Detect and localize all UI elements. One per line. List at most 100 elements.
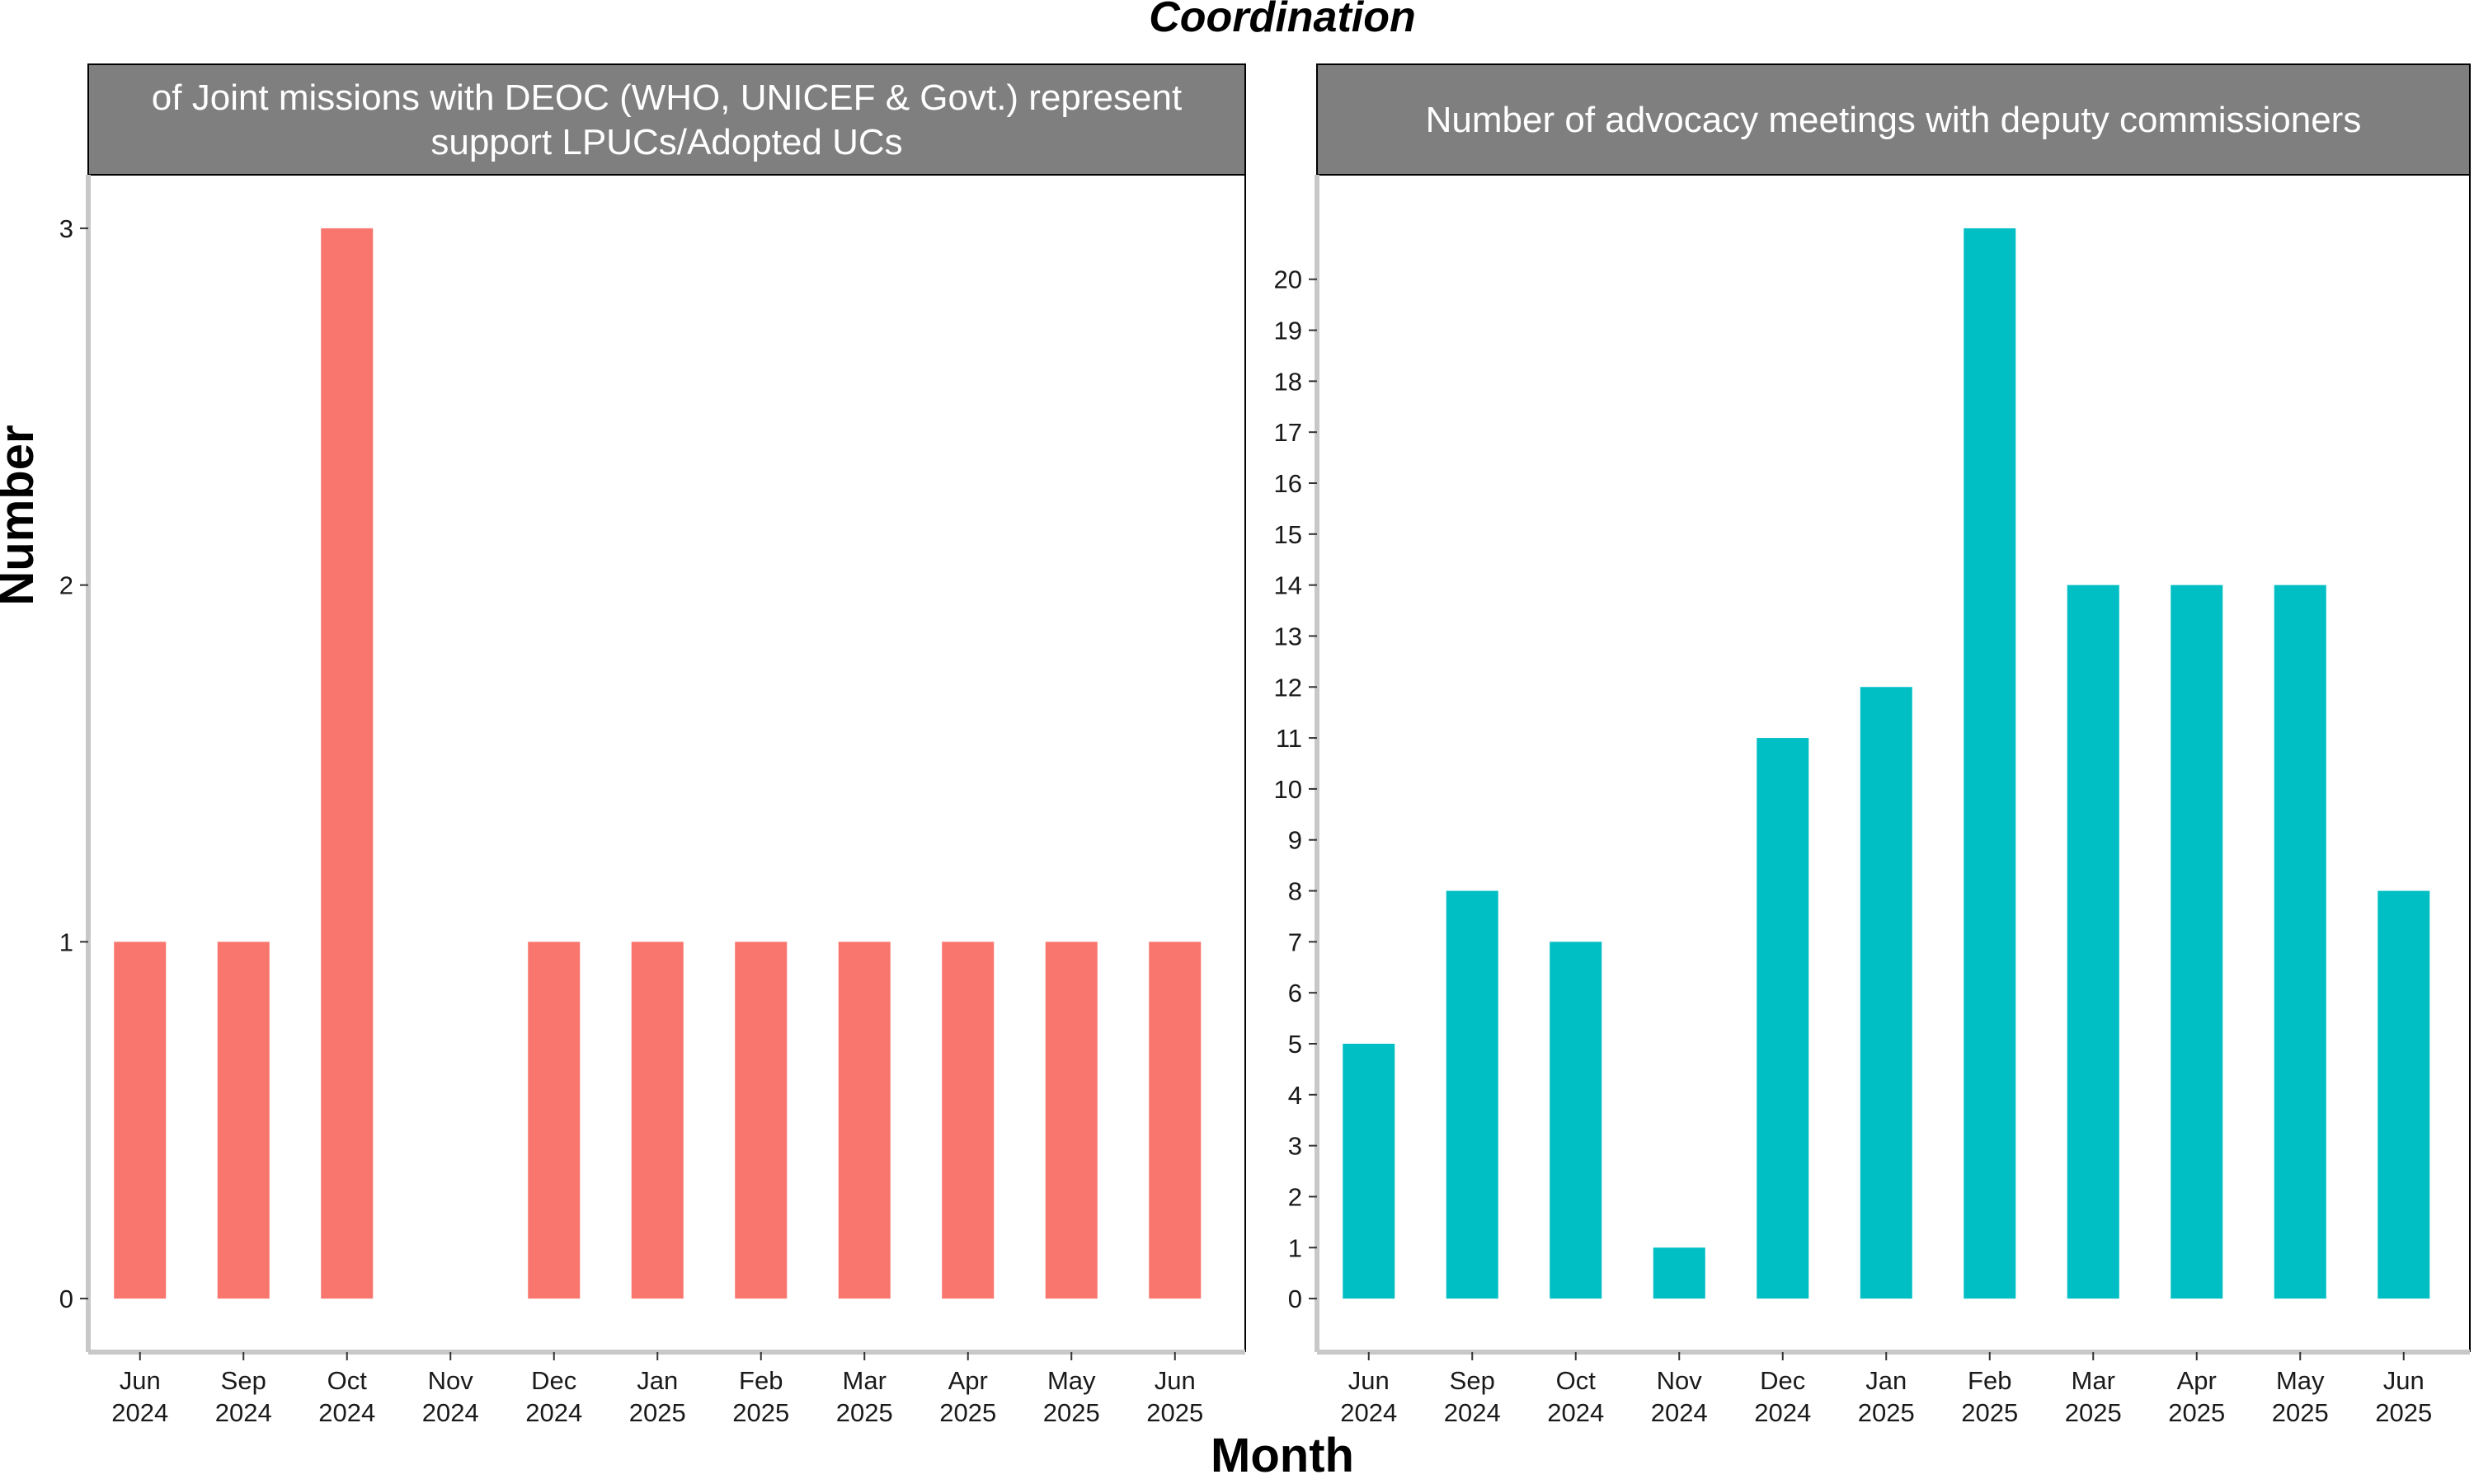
- y-tick-label: 4: [1288, 1081, 1302, 1110]
- x-tick-label-month: Sep: [221, 1366, 266, 1395]
- x-tick-label-month: May: [1047, 1366, 1096, 1395]
- y-tick-label: 20: [1274, 265, 1302, 294]
- x-tick-label-year: 2025: [2375, 1398, 2432, 1427]
- y-tick-label: 16: [1274, 469, 1302, 498]
- x-tick-label-month: Dec: [1760, 1366, 1805, 1395]
- bar-feb-2025: [735, 942, 788, 1299]
- x-tick-label-year: 2025: [732, 1398, 789, 1427]
- x-tick-label-year: 2024: [1340, 1398, 1397, 1427]
- facet-strip-title: Number of advocacy meetings with deputy …: [1426, 100, 2362, 140]
- x-tick-label-month: Nov: [428, 1366, 474, 1395]
- bar-feb-2025: [1964, 228, 2016, 1299]
- bar-dec-2024: [1757, 738, 1809, 1299]
- x-tick-label-year: 2025: [1043, 1398, 1100, 1427]
- y-tick-label: 8: [1288, 877, 1302, 906]
- x-tick-label-month: Jun: [2383, 1366, 2425, 1395]
- x-tick-label-year: 2024: [1444, 1398, 1501, 1427]
- bar-apr-2025: [942, 942, 995, 1299]
- x-tick-label-month: Nov: [1657, 1366, 1703, 1395]
- x-tick-label-month: Mar: [2072, 1366, 2115, 1395]
- y-tick-label: 9: [1288, 826, 1302, 855]
- bar-jun-2025: [2378, 890, 2430, 1299]
- x-tick-label-month: Jun: [1348, 1366, 1390, 1395]
- bar-sep-2024: [1446, 890, 1498, 1299]
- y-tick-label: 19: [1274, 317, 1302, 345]
- x-tick-label-month: Feb: [739, 1366, 783, 1395]
- bar-mar-2025: [2067, 585, 2119, 1299]
- x-tick-label-month: Jan: [637, 1366, 678, 1395]
- y-tick-label: 2: [59, 571, 73, 600]
- bar-may-2025: [1045, 942, 1098, 1299]
- x-tick-label-year: 2024: [525, 1398, 582, 1427]
- bar-may-2025: [2274, 585, 2326, 1299]
- x-tick-label-year: 2025: [939, 1398, 996, 1427]
- x-tick-label-month: Oct: [1556, 1366, 1597, 1395]
- x-tick-label-year: 2024: [215, 1398, 272, 1427]
- y-tick-label: 3: [59, 214, 73, 243]
- x-tick-label-month: Jan: [1865, 1366, 1907, 1395]
- panel-2: Number of advocacy meetings with deputy …: [1274, 63, 2471, 1427]
- x-tick-label-month: May: [2276, 1366, 2325, 1395]
- x-tick-label-month: Jun: [1155, 1366, 1196, 1395]
- y-tick-label: 15: [1274, 520, 1302, 549]
- y-tick-label: 6: [1288, 979, 1302, 1007]
- y-tick-label: 14: [1274, 571, 1302, 600]
- x-tick-label-year: 2025: [629, 1398, 686, 1427]
- x-tick-label-month: Jun: [120, 1366, 161, 1395]
- chart-title: Coordination: [1149, 0, 1416, 41]
- y-tick-label: 17: [1274, 418, 1302, 447]
- bar-apr-2025: [2171, 585, 2223, 1299]
- bar-jun-2025: [1149, 942, 1202, 1299]
- bar-nov-2024: [1653, 1247, 1705, 1299]
- x-tick-label-year: 2024: [1754, 1398, 1811, 1427]
- x-tick-label-year: 2025: [836, 1398, 893, 1427]
- x-axis-title: Month: [1211, 1429, 1354, 1482]
- bar-jun-2024: [1343, 1044, 1395, 1299]
- x-tick-label-month: Apr: [948, 1366, 988, 1395]
- facet-strip: [1316, 63, 2471, 176]
- x-tick-label-year: 2024: [318, 1398, 375, 1427]
- facet-strip-title: support LPUCs/Adopted UCs: [430, 122, 902, 162]
- bar-sep-2024: [217, 942, 270, 1299]
- x-tick-label-month: Apr: [2177, 1366, 2217, 1395]
- y-tick-label: 0: [1288, 1284, 1302, 1313]
- x-tick-label-month: Sep: [1450, 1366, 1495, 1395]
- y-axis-title: Number: [0, 425, 44, 605]
- facet-panels: of Joint missions with DEOC (WHO, UNICEF…: [59, 63, 2471, 1427]
- bar-oct-2024: [1550, 942, 1602, 1299]
- facet-strip: [87, 63, 1246, 176]
- x-tick-label-year: 2025: [2065, 1398, 2122, 1427]
- x-tick-label-month: Dec: [531, 1366, 576, 1395]
- y-tick-label: 13: [1274, 622, 1302, 650]
- x-tick-label-month: Oct: [327, 1366, 368, 1395]
- y-tick-label: 5: [1288, 1030, 1302, 1059]
- x-tick-label-year: 2024: [422, 1398, 479, 1427]
- x-tick-label-year: 2024: [1651, 1398, 1708, 1427]
- y-tick-label: 12: [1274, 673, 1302, 702]
- bar-mar-2025: [838, 942, 891, 1299]
- x-tick-label-year: 2025: [2272, 1398, 2329, 1427]
- bar-dec-2024: [528, 942, 581, 1299]
- x-tick-label-year: 2024: [111, 1398, 168, 1427]
- bar-jan-2025: [1860, 687, 1912, 1299]
- bar-jan-2025: [631, 942, 684, 1299]
- x-tick-label-year: 2025: [2168, 1398, 2225, 1427]
- panel-1: of Joint missions with DEOC (WHO, UNICEF…: [59, 63, 1246, 1427]
- y-tick-label: 18: [1274, 367, 1302, 396]
- facet-strip-title: of Joint missions with DEOC (WHO, UNICEF…: [152, 77, 1182, 118]
- y-tick-label: 1: [59, 928, 73, 956]
- y-tick-label: 7: [1288, 928, 1302, 956]
- x-tick-label-year: 2025: [1961, 1398, 2018, 1427]
- x-tick-label-year: 2025: [1146, 1398, 1203, 1427]
- x-tick-label-year: 2024: [1547, 1398, 1604, 1427]
- y-tick-label: 2: [1288, 1182, 1302, 1211]
- bar-oct-2024: [321, 228, 374, 1299]
- y-tick-label: 11: [1276, 724, 1302, 753]
- x-tick-label-month: Mar: [843, 1366, 887, 1395]
- y-tick-label: 3: [1288, 1132, 1302, 1161]
- x-tick-label-month: Feb: [1968, 1366, 2011, 1395]
- x-tick-label-year: 2025: [1858, 1398, 1915, 1427]
- y-tick-label: 10: [1274, 775, 1302, 804]
- y-tick-label: 0: [59, 1284, 73, 1313]
